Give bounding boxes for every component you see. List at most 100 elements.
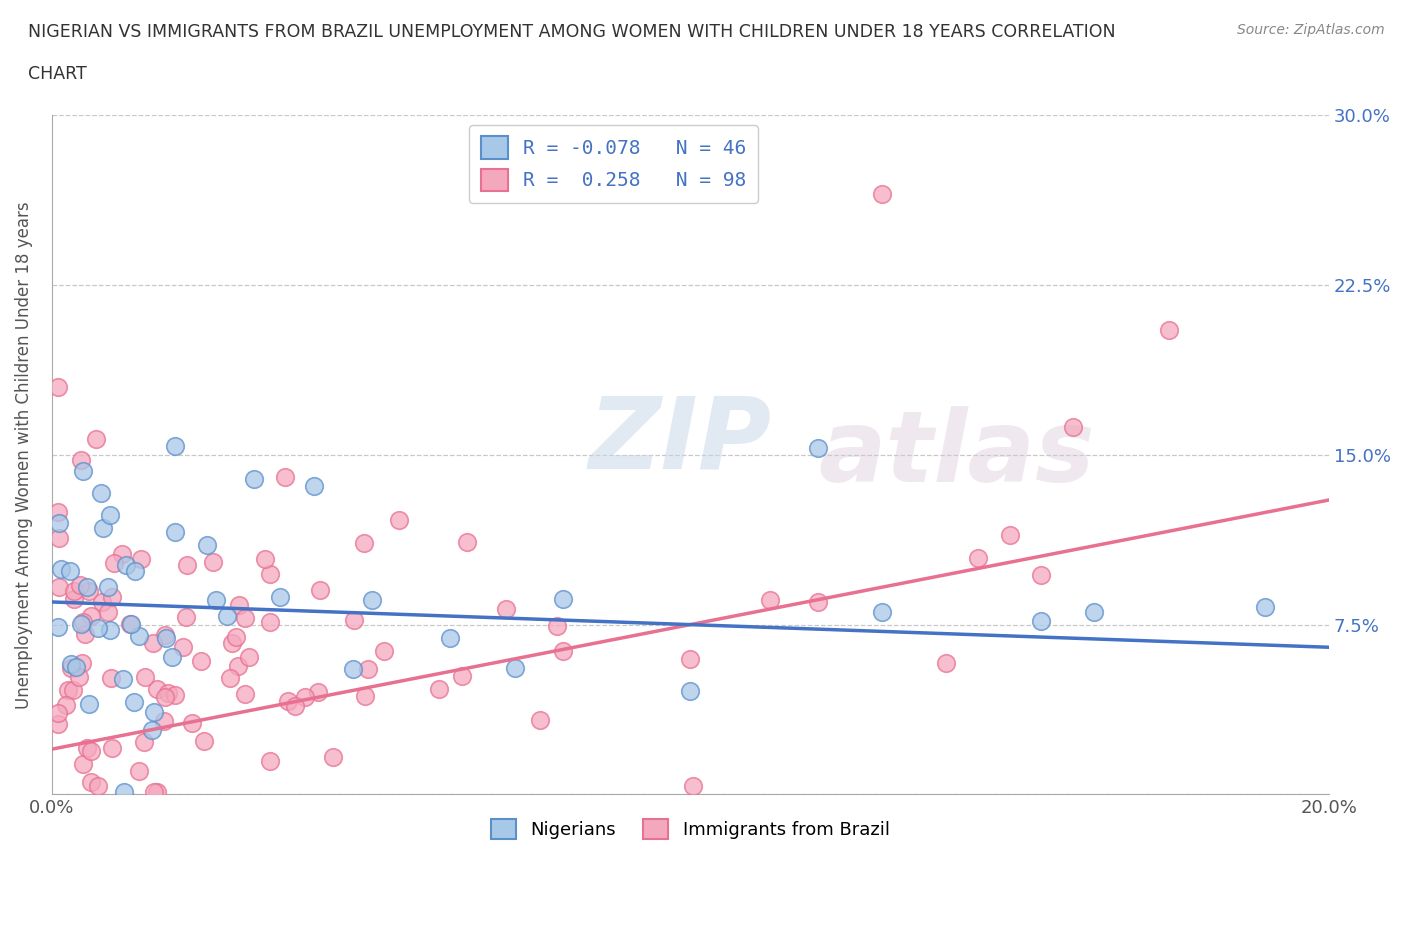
Point bbox=[304, 478, 326, 493]
Point bbox=[90, 486, 112, 501]
Point bbox=[79, 697, 101, 711]
Point bbox=[1031, 568, 1053, 583]
Point bbox=[153, 689, 176, 704]
Point bbox=[72, 464, 94, 479]
Point bbox=[342, 661, 364, 676]
Point bbox=[679, 684, 702, 698]
Point bbox=[112, 785, 135, 800]
Point bbox=[353, 689, 375, 704]
Point bbox=[274, 470, 297, 485]
Point bbox=[205, 592, 228, 607]
Point bbox=[91, 521, 114, 536]
Point bbox=[190, 654, 212, 669]
Point bbox=[77, 584, 100, 599]
Point bbox=[226, 658, 249, 673]
Point bbox=[551, 644, 574, 658]
Point bbox=[118, 617, 141, 631]
Point bbox=[682, 778, 704, 793]
Point bbox=[228, 597, 250, 612]
Point bbox=[277, 693, 299, 708]
Y-axis label: Unemployment Among Women with Children Under 18 years: Unemployment Among Women with Children U… bbox=[15, 201, 32, 709]
Point bbox=[76, 580, 98, 595]
Point bbox=[62, 683, 84, 698]
Point bbox=[1062, 419, 1084, 434]
Point bbox=[100, 590, 122, 604]
Point bbox=[495, 602, 517, 617]
Point bbox=[80, 775, 103, 790]
Point bbox=[101, 741, 124, 756]
Point bbox=[59, 661, 82, 676]
Point bbox=[141, 723, 163, 737]
Text: atlas: atlas bbox=[818, 406, 1094, 503]
Point bbox=[46, 705, 69, 720]
Point bbox=[1254, 600, 1277, 615]
Point bbox=[176, 558, 198, 573]
Point bbox=[143, 705, 166, 720]
Point bbox=[62, 583, 84, 598]
Point bbox=[439, 631, 461, 645]
Point bbox=[238, 649, 260, 664]
Point bbox=[308, 684, 330, 699]
Point bbox=[124, 564, 146, 578]
Point bbox=[65, 659, 87, 674]
Point bbox=[98, 508, 121, 523]
Point bbox=[111, 546, 134, 561]
Point bbox=[46, 379, 69, 394]
Point bbox=[143, 785, 166, 800]
Point bbox=[46, 619, 69, 634]
Point bbox=[870, 187, 893, 202]
Point bbox=[67, 670, 90, 684]
Point bbox=[91, 594, 114, 609]
Point bbox=[357, 662, 380, 677]
Point bbox=[427, 682, 450, 697]
Point bbox=[128, 628, 150, 643]
Point bbox=[152, 714, 174, 729]
Point bbox=[219, 671, 242, 686]
Point bbox=[69, 578, 91, 592]
Point bbox=[284, 698, 307, 713]
Point bbox=[46, 505, 69, 520]
Point bbox=[80, 608, 103, 623]
Point bbox=[309, 582, 332, 597]
Point bbox=[72, 757, 94, 772]
Point bbox=[80, 743, 103, 758]
Point bbox=[259, 753, 281, 768]
Point bbox=[1031, 614, 1053, 629]
Point bbox=[145, 682, 167, 697]
Point bbox=[197, 538, 219, 552]
Point bbox=[1083, 604, 1105, 619]
Point bbox=[551, 591, 574, 606]
Point bbox=[456, 535, 478, 550]
Point bbox=[361, 593, 384, 608]
Point bbox=[72, 615, 94, 630]
Point bbox=[870, 605, 893, 620]
Point bbox=[322, 750, 344, 764]
Point bbox=[807, 595, 830, 610]
Legend: Nigerians, Immigrants from Brazil: Nigerians, Immigrants from Brazil bbox=[484, 811, 897, 846]
Point bbox=[132, 735, 155, 750]
Point bbox=[48, 530, 70, 545]
Point bbox=[76, 741, 98, 756]
Point bbox=[122, 695, 145, 710]
Point bbox=[1159, 323, 1181, 338]
Point bbox=[165, 525, 187, 539]
Point bbox=[87, 778, 110, 793]
Point bbox=[583, 165, 606, 179]
Point bbox=[353, 536, 375, 551]
Point bbox=[259, 615, 281, 630]
Point bbox=[529, 712, 551, 727]
Point bbox=[120, 617, 142, 631]
Point bbox=[46, 717, 69, 732]
Point bbox=[679, 652, 702, 667]
Point bbox=[59, 657, 82, 671]
Point bbox=[165, 688, 187, 703]
Point bbox=[503, 660, 526, 675]
Point bbox=[966, 551, 988, 565]
Point bbox=[174, 610, 197, 625]
Point bbox=[162, 650, 184, 665]
Point bbox=[153, 628, 176, 643]
Point bbox=[935, 656, 957, 671]
Point bbox=[242, 472, 264, 486]
Point bbox=[546, 619, 568, 634]
Point bbox=[215, 608, 238, 623]
